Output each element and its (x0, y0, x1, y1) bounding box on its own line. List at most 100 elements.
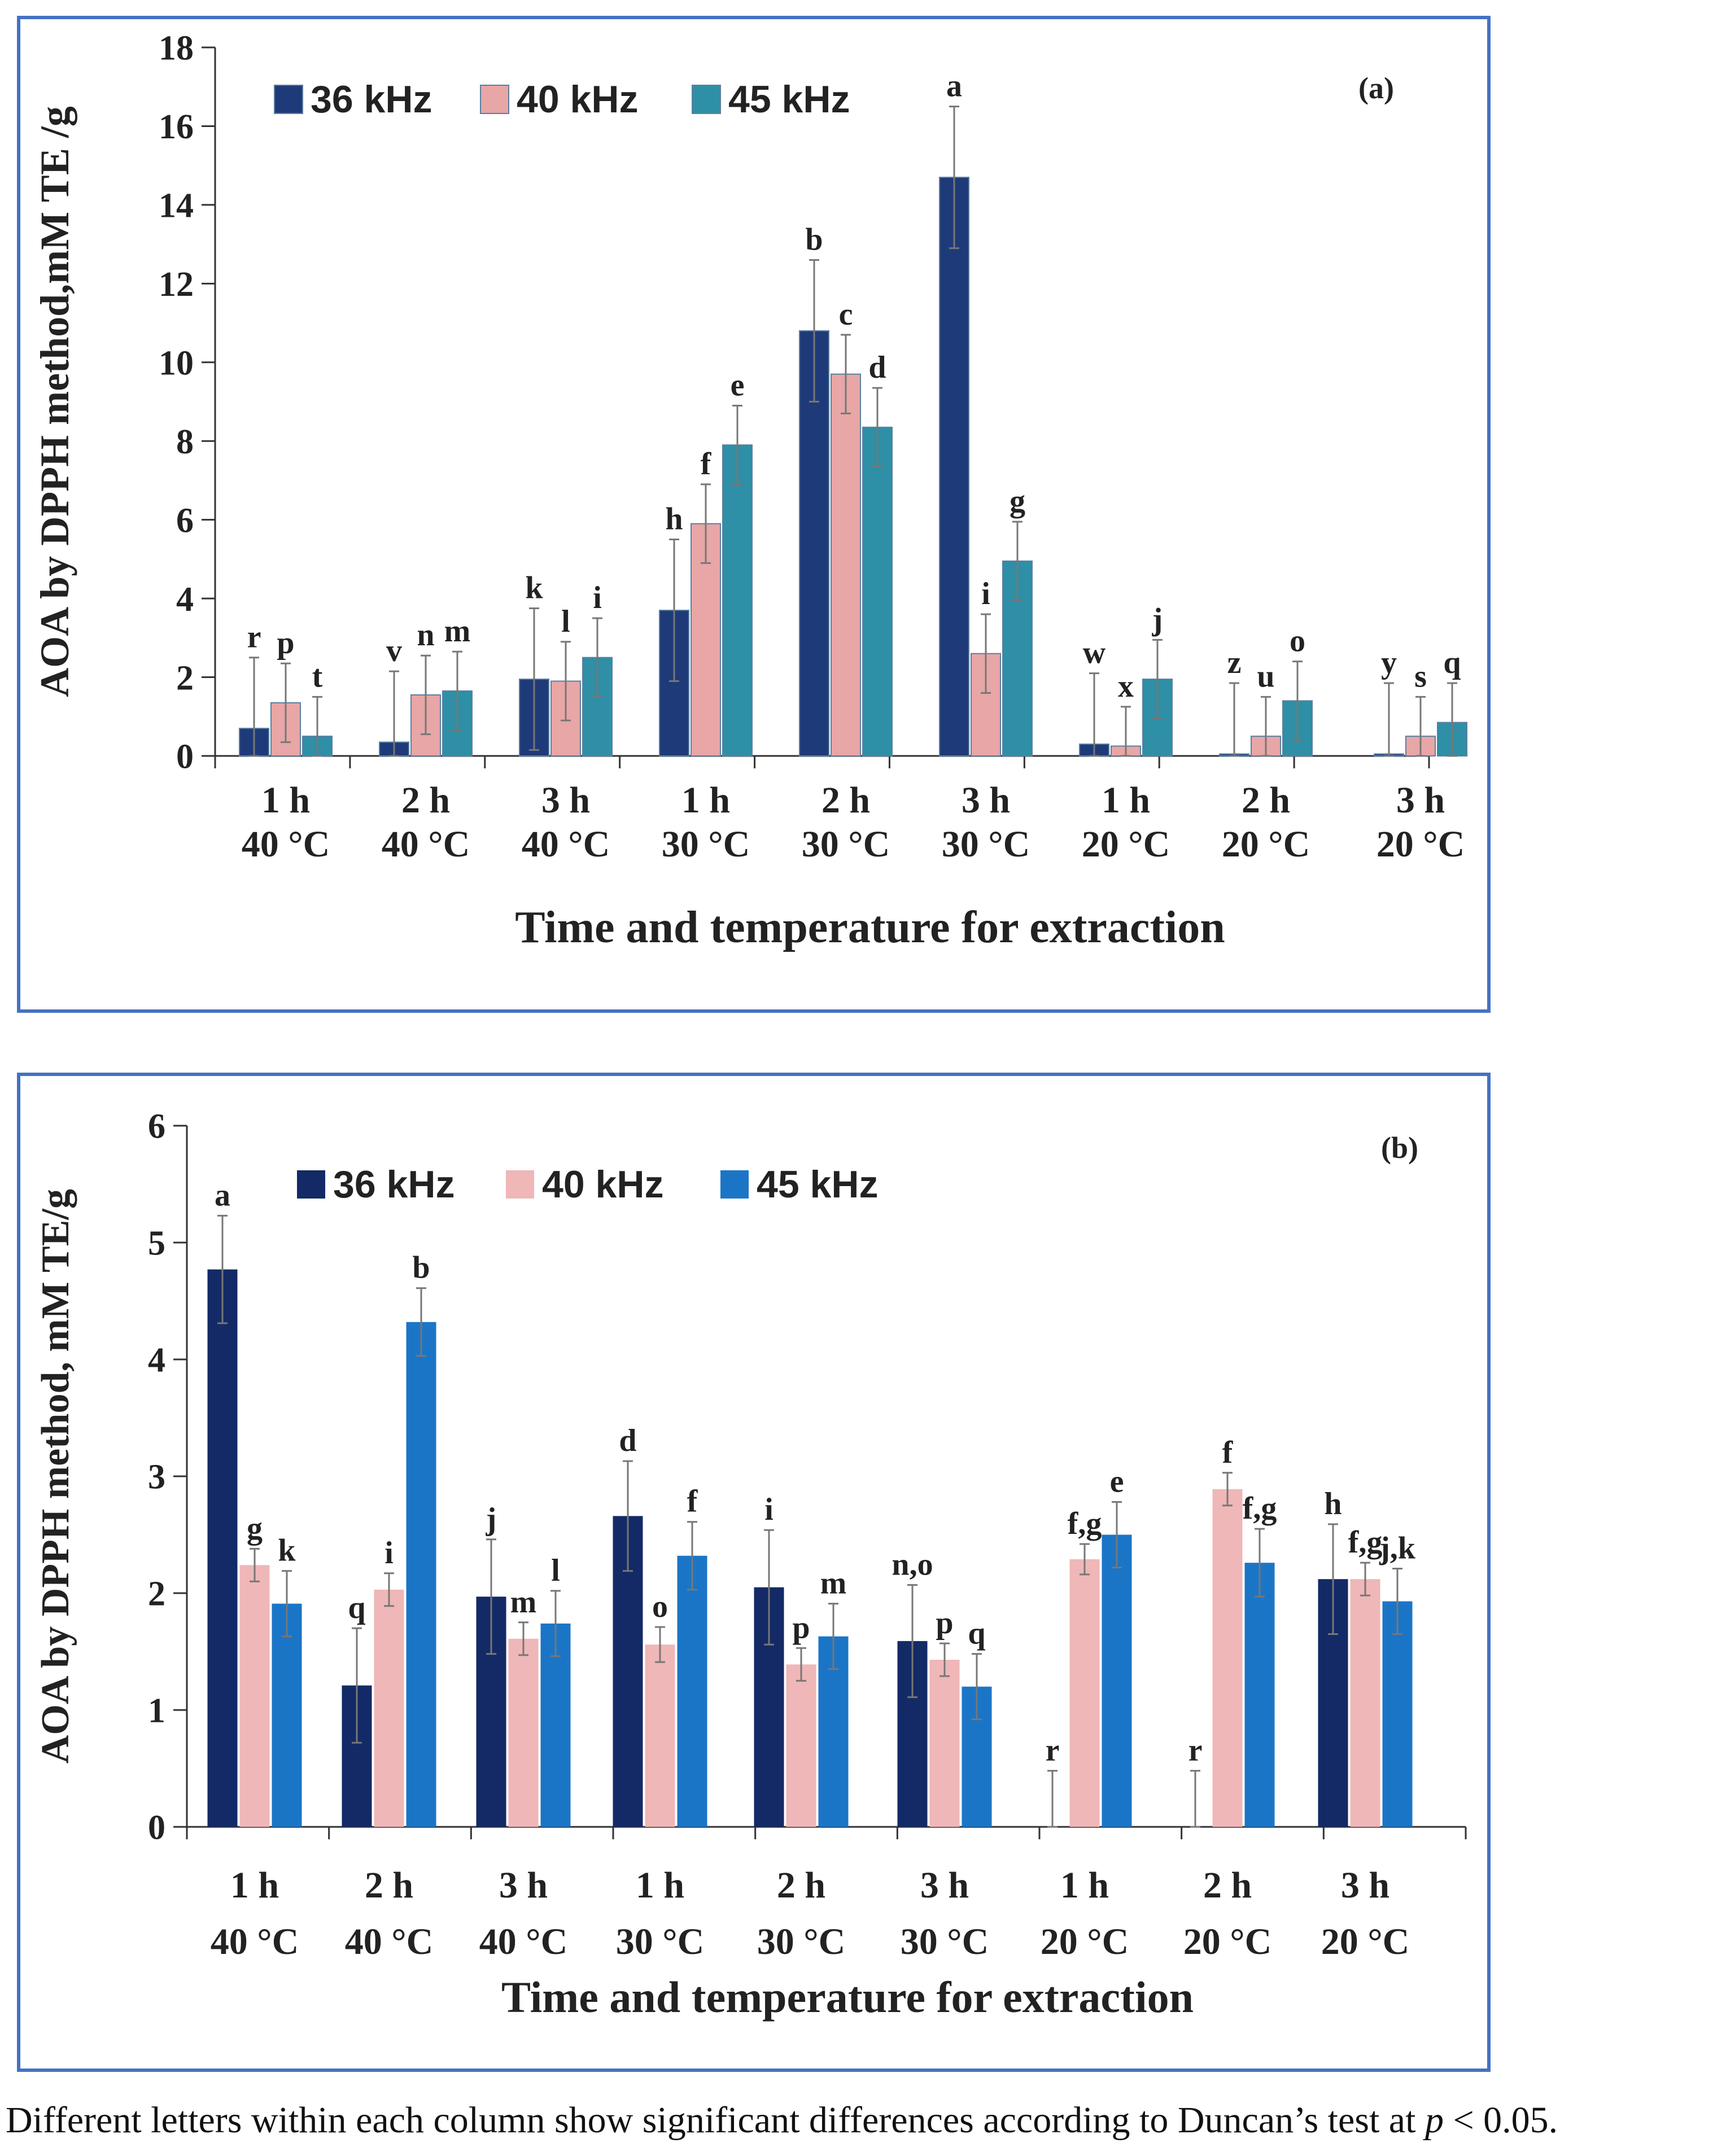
chart-b-significance-letter: r (1188, 1733, 1203, 1768)
chart-b-category-time: 1 h (230, 1865, 279, 1906)
chart-a-y-tick-label: 0 (176, 738, 194, 776)
chart-a-legend-swatch (274, 85, 303, 114)
chart-b-significance-letter: r (1046, 1733, 1060, 1768)
chart-a-legend-swatch (692, 85, 721, 114)
chart-b-bar (677, 1555, 707, 1827)
chart-b-bar (1102, 1534, 1132, 1827)
chart-a-category-time: 2 h (401, 780, 450, 821)
chart-b-legend-swatch (297, 1170, 325, 1199)
chart-b-bar (540, 1623, 571, 1827)
chart-a-significance-letter: n (417, 618, 434, 653)
chart-b-legend-label: 45 kHz (757, 1163, 878, 1206)
figure-caption: Different letters within each column sho… (6, 2099, 1722, 2142)
chart-a-significance-letter: y (1381, 645, 1397, 680)
chart-b-significance-letter: d (619, 1423, 636, 1458)
chart-a-y-axis-title: AOA by DPPH method,mM TE /g (32, 106, 77, 697)
chart-a-significance-letter: r (247, 620, 261, 655)
chart-b-significance-letter: f (687, 1484, 698, 1519)
chart-b-bar (1244, 1563, 1275, 1827)
chart-b-bar (1382, 1601, 1413, 1827)
chart-a-y-tick-label: 14 (159, 187, 194, 225)
chart-a-significance-letter: v (386, 633, 402, 668)
chart-a-category-time: 1 h (681, 780, 730, 821)
chart-a-significance-letter: p (277, 626, 294, 661)
chart-b-significance-letter: m (510, 1585, 537, 1620)
chart-a-significance-letter: z (1227, 645, 1242, 680)
chart-a-category-temp: 20 °C (1082, 824, 1170, 865)
chart-b-y-tick-label: 1 (148, 1692, 165, 1730)
chart-b-panel-label: (b) (1381, 1131, 1418, 1165)
chart-b-category-temp: 30 °C (616, 1921, 705, 1962)
chart-b-category-time: 2 h (777, 1865, 825, 1906)
chart-b-significance-letter: k (278, 1533, 296, 1568)
chart-b-y-tick-label: 5 (148, 1224, 165, 1263)
chart-a-significance-letter: s (1414, 659, 1427, 694)
chart-a-bar (862, 426, 893, 756)
chart-a-y-tick-label: 4 (176, 580, 194, 619)
chart-a-significance-letter: b (805, 222, 823, 257)
chart-a-significance-letter: q (1443, 645, 1461, 680)
chart-b-y-tick-label: 6 (148, 1108, 165, 1146)
chart-b-significance-letter: p (936, 1606, 953, 1641)
chart-a-category-time: 3 h (1396, 780, 1445, 821)
chart-a-significance-letter: k (525, 571, 543, 606)
chart-a-significance-letter: f (701, 447, 712, 482)
caption-threshold: < 0.05. (1453, 2100, 1558, 2141)
chart-b-bar (1069, 1559, 1100, 1827)
chart-b-category-time: 3 h (499, 1865, 548, 1906)
chart-a-category-temp: 30 °C (942, 824, 1030, 865)
chart-a-significance-letter: h (665, 502, 683, 537)
chart-b-significance-letter: f,g (1068, 1506, 1102, 1541)
chart-a-significance-letter: j (1152, 602, 1163, 637)
caption-p-symbol: p (1425, 2100, 1444, 2141)
chart-b-y-tick-label: 4 (148, 1341, 165, 1380)
chart-b-category-time: 3 h (920, 1865, 969, 1906)
chart-b-y-tick-label: 2 (148, 1575, 165, 1613)
chart-b-category-time: 2 h (365, 1865, 413, 1906)
chart-a-bar (939, 177, 969, 756)
chart-b-legend-swatch (720, 1170, 749, 1199)
chart-a-y-tick-label: 8 (176, 423, 194, 461)
chart-a-significance-letter: c (839, 297, 853, 332)
chart-b-significance-letter: a (215, 1178, 230, 1213)
chart-a-legend-label: 40 kHz (517, 78, 638, 121)
chart-a-significance-letter: e (731, 368, 745, 403)
chart-b-significance-letter: o (652, 1589, 668, 1624)
chart-b-category-temp: 20 °C (1321, 1921, 1410, 1962)
chart-b-significance-letter: i (384, 1536, 394, 1571)
chart-b-significance-letter: f,g (1243, 1491, 1277, 1526)
chart-a-category-temp: 30 °C (662, 824, 750, 865)
chart-b-significance-letter: b (412, 1250, 430, 1285)
chart-a-category-time: 1 h (261, 780, 310, 821)
chart-a-significance-letter: d (868, 350, 886, 385)
chart-b-category-temp: 40 °C (479, 1921, 568, 1962)
chart-a-category-time: 2 h (822, 780, 870, 821)
chart-a-significance-letter: i (593, 580, 602, 615)
chart-panel-a: 0 2 4 6 8 10 12 14 16 18 r p t 1 h 40 °C v n m 2 h 40 °C k l i… (17, 16, 1491, 1013)
chart-b-significance-letter: m (820, 1566, 847, 1601)
chart-b-bar (272, 1603, 302, 1827)
chart-b-category-temp: 40 °C (345, 1921, 434, 1962)
chart-a-category-temp: 40 °C (382, 824, 470, 865)
chart-a-category-temp: 40 °C (522, 824, 610, 865)
chart-b-legend-label: 36 kHz (333, 1163, 455, 1206)
chart-b-significance-letter: n,o (892, 1547, 933, 1582)
chart-a-y-tick-label: 12 (159, 265, 194, 304)
chart-b-significance-letter: f (1222, 1435, 1234, 1470)
chart-a-category-time: 1 h (1102, 780, 1150, 821)
chart-b-x-axis-title: Time and temperature for extraction (501, 1973, 1194, 2022)
chart-a-significance-letter: l (561, 604, 570, 639)
chart-b-legend-label: 40 kHz (542, 1163, 663, 1206)
chart-b-significance-letter: q (348, 1590, 365, 1625)
chart-a-category-time: 3 h (541, 780, 590, 821)
chart-b-bar (1212, 1489, 1243, 1827)
chart-a-y-tick-label: 10 (159, 344, 194, 382)
chart-a-significance-letter: g (1010, 484, 1025, 519)
chart-b-significance-letter: e (1110, 1464, 1124, 1499)
chart-b-significance-letter: l (551, 1553, 560, 1588)
chart-a-significance-letter: x (1118, 669, 1134, 704)
chart-a-significance-letter: i (981, 576, 990, 611)
chart-a-legend-label: 45 kHz (728, 78, 850, 121)
